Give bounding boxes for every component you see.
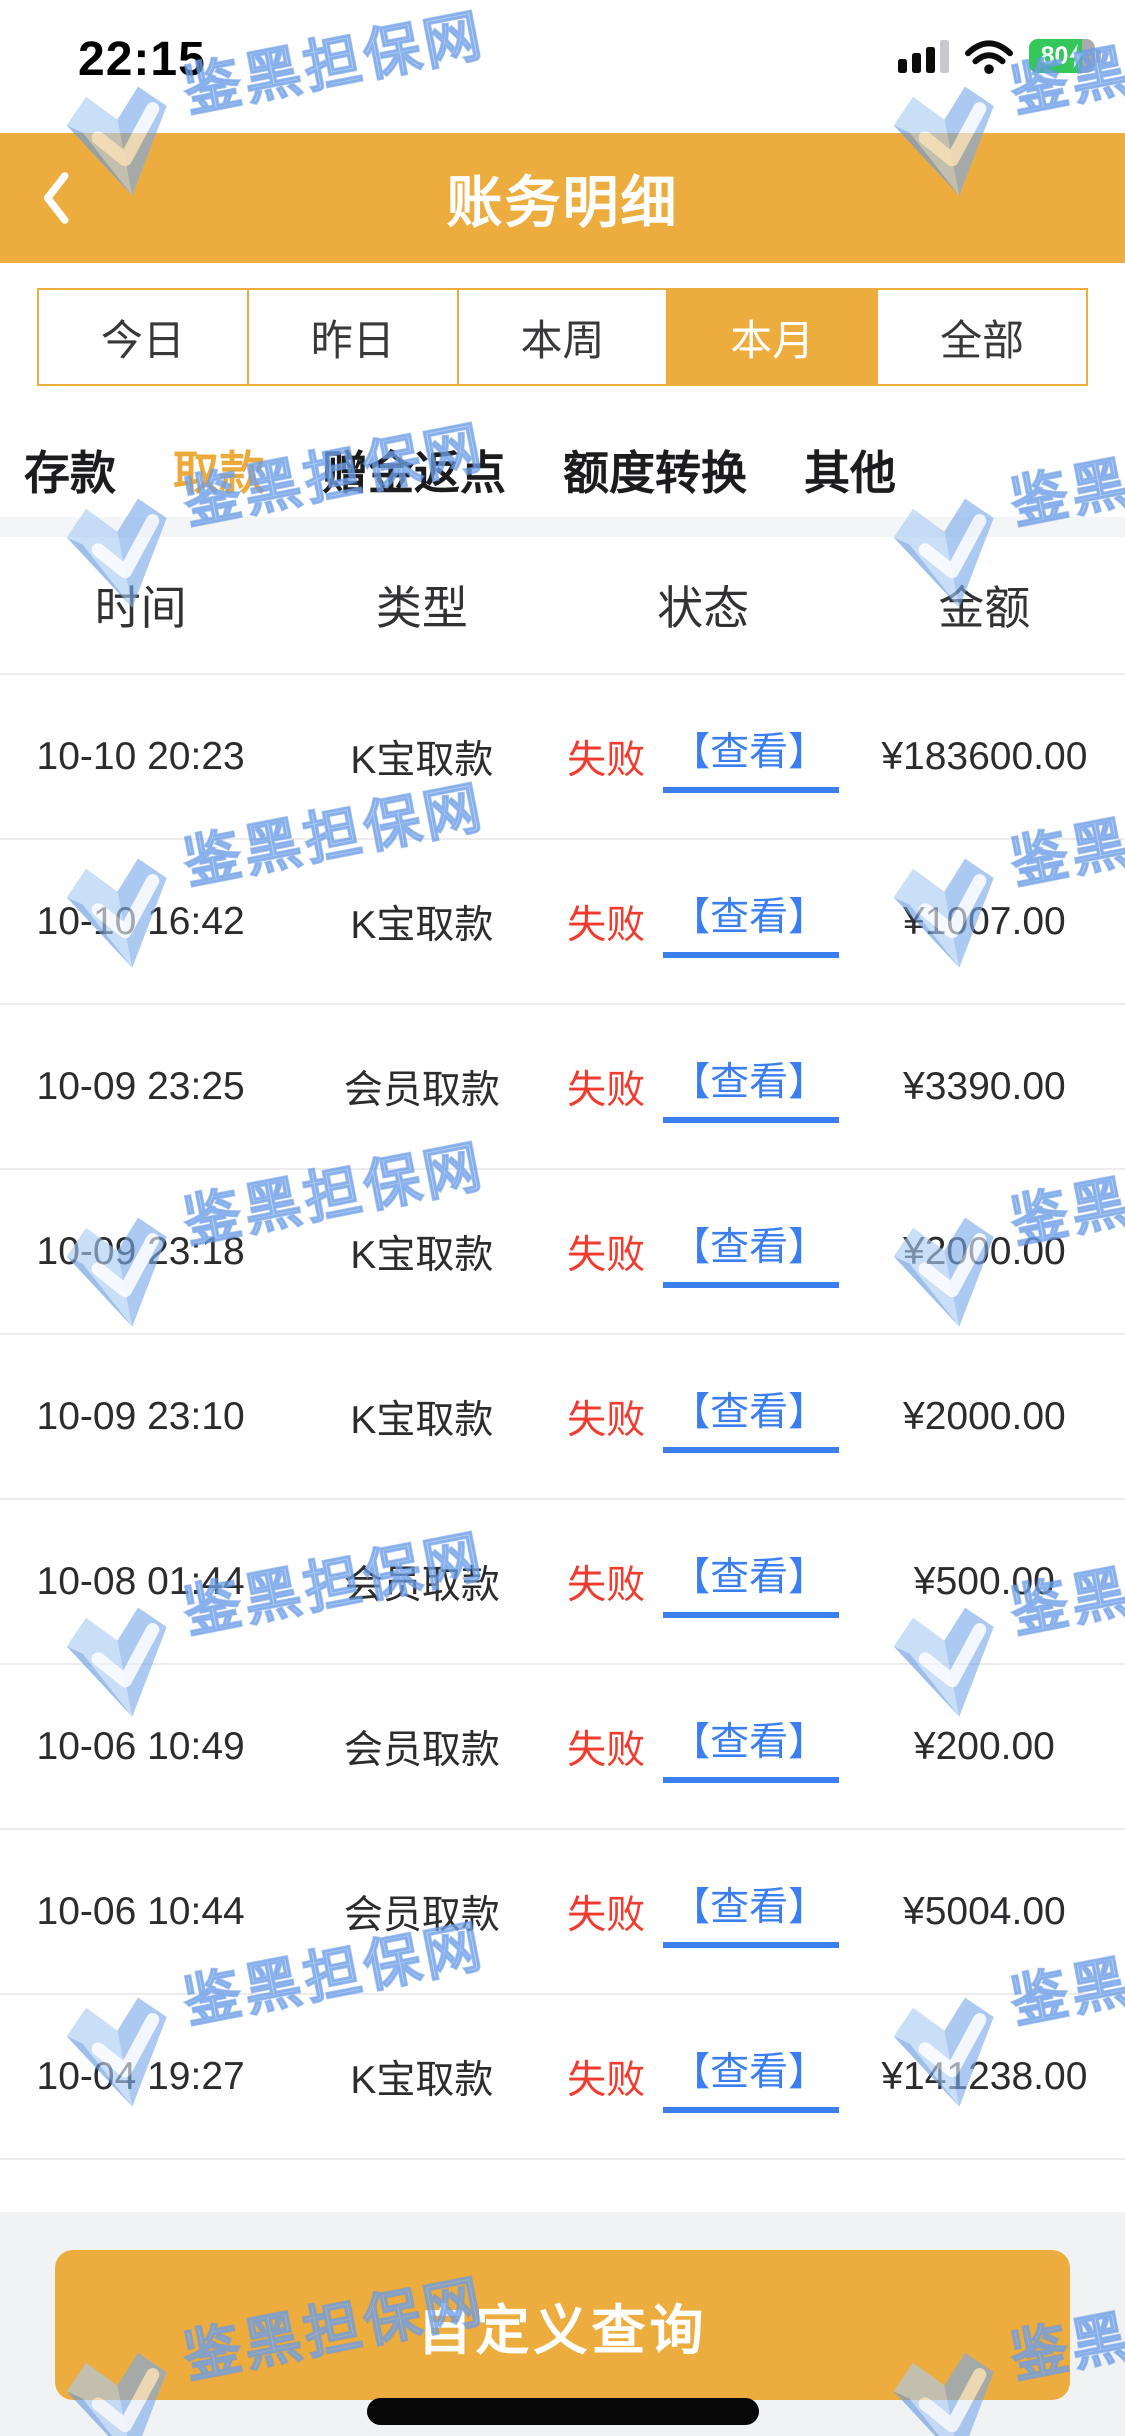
row-time: 10-10 16:42 bbox=[36, 899, 245, 943]
col-header-time: 时间 bbox=[94, 582, 187, 634]
date-tab[interactable]: 昨日 bbox=[246, 290, 457, 384]
back-chevron-button[interactable] bbox=[38, 171, 72, 225]
status-bar: 22:15 80 bbox=[0, 0, 1125, 133]
date-tab[interactable]: 本周 bbox=[456, 290, 667, 384]
view-details-link[interactable]: 【查看】 bbox=[663, 1876, 840, 1948]
row-type: 会员取款 bbox=[343, 1728, 500, 1772]
type-tab[interactable]: 赠金返点 bbox=[322, 447, 506, 499]
row-type: 会员取款 bbox=[343, 1893, 500, 1937]
row-status: 失败 【查看】 bbox=[563, 1546, 844, 1618]
row-amount: ¥5004.00 bbox=[903, 1889, 1066, 1933]
cellular-signal-icon bbox=[898, 39, 949, 73]
table-header: 时间 类型 状态 金额 bbox=[0, 537, 1125, 673]
row-amount: ¥183600.00 bbox=[881, 734, 1088, 778]
table-row: 10-06 10:49 会员取款 失败 【查看】 ¥200.00 bbox=[0, 1665, 1125, 1830]
status-icons: 80 bbox=[898, 34, 1101, 78]
row-type: K宝取款 bbox=[350, 903, 494, 947]
date-tab[interactable]: 全部 bbox=[876, 290, 1086, 384]
clock-time: 22:15 bbox=[78, 33, 206, 86]
table-row: 10-04 19:27 K宝取款 失败 【查看】 ¥141238.00 bbox=[0, 1995, 1125, 2160]
row-amount: ¥200.00 bbox=[913, 1724, 1055, 1768]
col-header-type: 类型 bbox=[375, 582, 468, 634]
wifi-icon bbox=[965, 40, 1013, 74]
status-fail-text: 失败 bbox=[567, 2058, 646, 2102]
section-divider bbox=[0, 517, 1125, 537]
battery-percent: 80 bbox=[1040, 41, 1069, 70]
type-tab[interactable]: 其他 bbox=[804, 447, 896, 499]
row-time: 10-04 19:27 bbox=[36, 2054, 245, 2098]
view-details-link[interactable]: 【查看】 bbox=[663, 1216, 840, 1288]
row-amount: ¥3390.00 bbox=[903, 1064, 1066, 1108]
view-details-link[interactable]: 【查看】 bbox=[663, 1051, 840, 1123]
table-row: 10-06 10:44 会员取款 失败 【查看】 ¥5004.00 bbox=[0, 1830, 1125, 1995]
view-details-link[interactable]: 【查看】 bbox=[663, 1546, 840, 1618]
row-type: K宝取款 bbox=[350, 738, 494, 782]
status-fail-text: 失败 bbox=[567, 1893, 646, 1937]
status-fail-text: 失败 bbox=[567, 1728, 646, 1772]
table-row: 10-10 16:42 K宝取款 失败 【查看】 ¥1007.00 bbox=[0, 840, 1125, 1005]
type-tab[interactable]: 取款 bbox=[173, 447, 265, 499]
type-tabs: 存款 取款 赠金返点 额度转换 其他 bbox=[24, 443, 896, 499]
table-row: 10-09 23:25 会员取款 失败 【查看】 ¥3390.00 bbox=[0, 1005, 1125, 1170]
row-amount: ¥2000.00 bbox=[903, 1394, 1066, 1438]
view-details-link[interactable]: 【查看】 bbox=[663, 1711, 840, 1783]
row-type: K宝取款 bbox=[350, 2058, 494, 2102]
row-time: 10-10 20:23 bbox=[36, 734, 245, 778]
page-title: 账务明细 bbox=[446, 170, 679, 234]
date-range-tabs: 今日 昨日 本周 本月 全部 bbox=[37, 288, 1088, 386]
col-header-amount: 金额 bbox=[938, 582, 1031, 634]
battery-icon: 80 bbox=[1029, 39, 1101, 73]
row-status: 失败 【查看】 bbox=[563, 1051, 844, 1123]
row-type: 会员取款 bbox=[343, 1068, 500, 1112]
row-time: 10-09 23:25 bbox=[36, 1064, 245, 1108]
status-fail-text: 失败 bbox=[567, 738, 646, 782]
row-status: 失败 【查看】 bbox=[563, 1381, 844, 1453]
status-fail-text: 失败 bbox=[567, 1563, 646, 1607]
row-amount: ¥141238.00 bbox=[881, 2054, 1088, 2098]
transactions-table: 10-10 20:23 K宝取款 失败 【查看】 ¥183600.00 10-1… bbox=[0, 673, 1125, 2160]
type-tab[interactable]: 额度转换 bbox=[563, 447, 747, 499]
table-row: 10-09 23:18 K宝取款 失败 【查看】 ¥2000.00 bbox=[0, 1170, 1125, 1335]
row-status: 失败 【查看】 bbox=[563, 1876, 844, 1948]
table-row: 10-08 01:44 会员取款 失败 【查看】 ¥500.00 bbox=[0, 1500, 1125, 1665]
row-type: K宝取款 bbox=[350, 1233, 494, 1277]
status-fail-text: 失败 bbox=[567, 903, 646, 947]
custom-query-button[interactable]: 自定义查询 bbox=[55, 2250, 1070, 2400]
row-amount: ¥1007.00 bbox=[903, 899, 1066, 943]
row-status: 失败 【查看】 bbox=[563, 886, 844, 958]
row-status: 失败 【查看】 bbox=[563, 721, 844, 793]
date-tab[interactable]: 今日 bbox=[39, 290, 247, 384]
row-status: 失败 【查看】 bbox=[563, 1711, 844, 1783]
row-time: 10-09 23:18 bbox=[36, 1229, 245, 1273]
row-type: K宝取款 bbox=[350, 1398, 494, 1442]
row-time: 10-06 10:44 bbox=[36, 1889, 245, 1933]
row-status: 失败 【查看】 bbox=[563, 1216, 844, 1288]
view-details-link[interactable]: 【查看】 bbox=[663, 1381, 840, 1453]
navbar: 账务明细 bbox=[0, 133, 1125, 263]
status-fail-text: 失败 bbox=[567, 1398, 646, 1442]
charging-bolt-icon bbox=[1069, 44, 1084, 68]
table-row: 10-10 20:23 K宝取款 失败 【查看】 ¥183600.00 bbox=[0, 675, 1125, 840]
view-details-link[interactable]: 【查看】 bbox=[663, 2041, 840, 2113]
view-details-link[interactable]: 【查看】 bbox=[663, 886, 840, 958]
status-fail-text: 失败 bbox=[567, 1233, 646, 1277]
home-indicator[interactable] bbox=[366, 2398, 759, 2425]
row-time: 10-08 01:44 bbox=[36, 1559, 245, 1603]
row-status: 失败 【查看】 bbox=[563, 2041, 844, 2113]
row-type: 会员取款 bbox=[343, 1563, 500, 1607]
row-time: 10-09 23:10 bbox=[36, 1394, 245, 1438]
status-fail-text: 失败 bbox=[567, 1068, 646, 1112]
date-tab[interactable]: 本月 bbox=[666, 290, 877, 384]
col-header-status: 状态 bbox=[657, 582, 750, 634]
row-amount: ¥500.00 bbox=[913, 1559, 1055, 1603]
view-details-link[interactable]: 【查看】 bbox=[663, 721, 840, 793]
table-row: 10-09 23:10 K宝取款 失败 【查看】 ¥2000.00 bbox=[0, 1335, 1125, 1500]
row-time: 10-06 10:49 bbox=[36, 1724, 245, 1768]
row-amount: ¥2000.00 bbox=[903, 1229, 1066, 1273]
type-tab[interactable]: 存款 bbox=[24, 447, 116, 499]
